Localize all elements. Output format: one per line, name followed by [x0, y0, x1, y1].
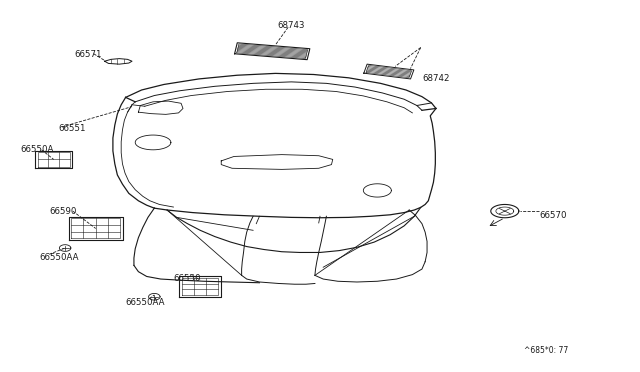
Text: 66550AA: 66550AA [40, 253, 79, 263]
Text: ^685*0: 77: ^685*0: 77 [524, 346, 568, 355]
Text: 66550AA: 66550AA [125, 298, 165, 307]
Text: 66571: 66571 [75, 51, 102, 60]
Text: 66590: 66590 [49, 207, 77, 217]
Text: 68743: 68743 [278, 21, 305, 30]
Text: 66550: 66550 [173, 274, 201, 283]
Text: 66550A: 66550A [20, 145, 54, 154]
Text: 68742: 68742 [422, 74, 449, 83]
Text: 66551: 66551 [59, 124, 86, 133]
Text: 66570: 66570 [540, 211, 567, 220]
